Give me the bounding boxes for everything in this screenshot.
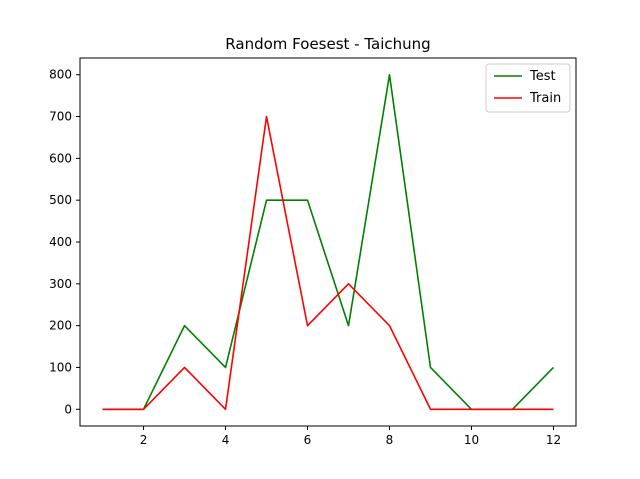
- legend: Test Train: [485, 63, 571, 113]
- y-tick-label: 300: [49, 277, 72, 291]
- y-tick-label: 600: [49, 151, 72, 165]
- x-tick-label: 12: [546, 433, 561, 447]
- x-tick-label: 10: [464, 433, 479, 447]
- plot-area: [79, 57, 577, 427]
- series-line-train: [102, 115, 554, 411]
- plot-frame: [79, 57, 577, 427]
- series-layer: [102, 73, 555, 411]
- legend-label-test: Test: [529, 69, 556, 84]
- series-line-test: [102, 73, 555, 411]
- y-axis: 0 100 200 300 400 500 600 700 800: [49, 68, 80, 416]
- y-tick-label: 100: [49, 360, 72, 374]
- x-tick-label: 4: [222, 433, 230, 447]
- x-tick-label: 6: [304, 433, 312, 447]
- chart-title: Random Foesest - Taichung: [225, 35, 430, 53]
- legend-label-train: Train: [529, 91, 561, 106]
- y-tick-label: 500: [49, 193, 72, 207]
- x-tick-label: 8: [386, 433, 394, 447]
- y-tick-label: 700: [49, 110, 72, 124]
- y-tick-label: 200: [49, 319, 72, 333]
- y-tick-label: 800: [49, 68, 72, 82]
- y-tick-label: 400: [49, 235, 72, 249]
- x-axis: 2 4 6 8 10 12: [140, 426, 561, 447]
- x-tick-label: 2: [140, 433, 148, 447]
- y-tick-label: 0: [64, 402, 72, 416]
